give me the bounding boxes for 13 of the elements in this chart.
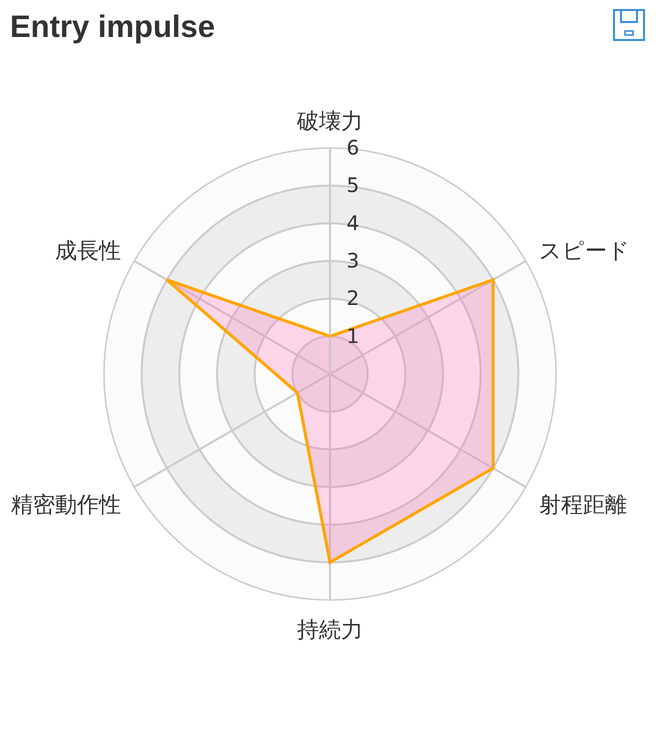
y-tick-label: 3 xyxy=(346,248,360,272)
spoke-label: 射程距離 xyxy=(538,493,627,518)
y-tick-label: 6 xyxy=(346,136,360,160)
spoke-label: 精密動作性 xyxy=(11,493,122,518)
spoke-label: 持続力 xyxy=(297,618,363,644)
y-tick-label: 1 xyxy=(346,324,360,348)
y-tick-label: 2 xyxy=(346,286,360,310)
chart-title: Entry impulse xyxy=(10,8,215,44)
spoke-label: スピード xyxy=(538,238,630,264)
spoke-label: 成長性 xyxy=(55,238,122,264)
spoke-label: 破壊力 xyxy=(296,109,363,134)
y-tick-label: 5 xyxy=(346,173,360,198)
y-tick-label: 4 xyxy=(346,210,360,235)
